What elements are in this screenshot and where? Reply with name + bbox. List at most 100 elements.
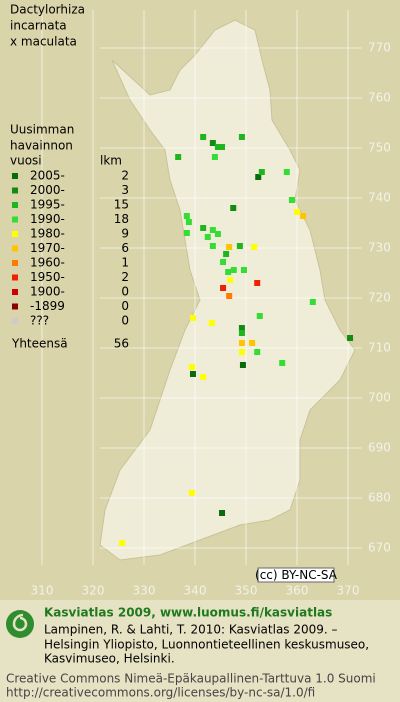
legend-swatch <box>12 173 18 179</box>
legend-label: 1980- <box>30 227 65 241</box>
y-tick-label: 670 <box>368 541 391 555</box>
title: incarnata <box>10 19 67 33</box>
legend-swatch <box>12 318 18 324</box>
footer-heading: Kasviatlas 2009, www.luomus.fi/kasviatla… <box>44 606 332 620</box>
observation <box>189 315 196 321</box>
x-tick-label: 320 <box>82 584 105 598</box>
observation <box>209 243 216 249</box>
legend-count: 6 <box>121 241 129 255</box>
observation <box>200 374 207 380</box>
legend-label: 1990- <box>30 212 65 226</box>
observation <box>200 134 207 140</box>
observation <box>200 225 207 231</box>
observation <box>238 330 245 336</box>
observation <box>294 209 300 215</box>
y-tick-label: 760 <box>368 91 391 105</box>
observation <box>254 280 261 286</box>
observation <box>183 213 190 219</box>
observation <box>219 510 226 516</box>
observation <box>188 490 195 496</box>
y-tick-label: 690 <box>368 441 391 455</box>
observation <box>238 134 245 140</box>
y-tick-label: 740 <box>368 191 391 205</box>
land <box>99 19 356 561</box>
license-badge-text: (cc) BY-NC-SA <box>255 568 338 582</box>
y-tick-label: 730 <box>368 241 391 255</box>
legend-count: 9 <box>121 227 129 241</box>
observation <box>255 174 262 180</box>
observation <box>258 169 265 175</box>
observation <box>230 267 237 273</box>
observation <box>189 371 196 377</box>
legend-swatch <box>12 216 18 223</box>
observation <box>226 293 233 299</box>
legend-count: 15 <box>114 198 129 212</box>
y-tick-label: 720 <box>368 291 391 305</box>
observation <box>309 299 316 305</box>
observation <box>185 219 192 225</box>
legend-count: 2 <box>121 270 129 284</box>
observation <box>236 243 243 249</box>
x-tick-label: 370 <box>337 584 360 598</box>
legend-label: -1899 <box>30 299 65 313</box>
y-tick-label: 770 <box>368 41 391 55</box>
observation <box>300 213 307 219</box>
observation <box>209 140 216 146</box>
observation <box>226 244 233 250</box>
x-tick-label: 360 <box>286 584 309 598</box>
license-badge <box>257 567 335 583</box>
legend-heading: havainnon <box>10 139 73 153</box>
legend-swatch <box>12 231 18 237</box>
observation <box>119 540 126 546</box>
observation <box>204 234 211 240</box>
legend-swatch <box>12 187 18 194</box>
observation <box>175 154 182 160</box>
observation <box>347 335 354 341</box>
legend-label: 1960- <box>30 256 65 270</box>
observation <box>251 244 258 250</box>
x-tick-label: 330 <box>133 584 156 598</box>
legend-swatch <box>12 260 18 266</box>
y-tick-label: 680 <box>368 491 391 505</box>
observation <box>238 349 245 355</box>
x-tick-label: 350 <box>235 584 258 598</box>
legend-swatch <box>12 289 18 295</box>
observation <box>209 227 216 233</box>
observation <box>208 320 215 326</box>
title: x maculata <box>10 35 77 49</box>
observation <box>254 349 261 355</box>
observation <box>283 169 290 175</box>
footer-background <box>0 600 400 702</box>
legend-heading: Uusimman <box>10 123 74 137</box>
citation: Kasvimuseo, Helsinki. <box>44 652 175 666</box>
legend-label: 1950- <box>30 270 65 284</box>
citation: Lampinen, R. & Lahti, T. 2010: Kasviatla… <box>44 623 338 637</box>
x-tick-label: 310 <box>31 584 54 598</box>
legend-swatch <box>12 202 18 208</box>
legend-label: 1995- <box>30 198 65 212</box>
observation <box>256 313 263 319</box>
observation <box>211 154 218 160</box>
legend-swatch <box>12 303 18 310</box>
legend-count: 3 <box>121 183 129 197</box>
observation <box>238 340 245 346</box>
observation <box>239 362 246 368</box>
legend-label: 2000- <box>30 183 65 197</box>
observation <box>219 144 226 150</box>
y-tick-label: 750 <box>368 141 391 155</box>
legend-swatch <box>12 274 18 281</box>
legend-swatch <box>12 245 18 252</box>
legend-count: 0 <box>121 285 129 299</box>
observation <box>230 205 237 211</box>
legend-label: 2005- <box>30 169 65 183</box>
observation <box>214 144 221 150</box>
license: Creative Commons Nimeä-Epäkaupallinen-Ta… <box>6 672 376 686</box>
count-heading: lkm <box>100 154 122 168</box>
logo <box>6 610 34 638</box>
total-label: Yhteensä <box>11 337 68 351</box>
x-tick-label: 340 <box>184 584 207 598</box>
observation <box>214 231 221 237</box>
legend-label: 1970- <box>30 241 65 255</box>
